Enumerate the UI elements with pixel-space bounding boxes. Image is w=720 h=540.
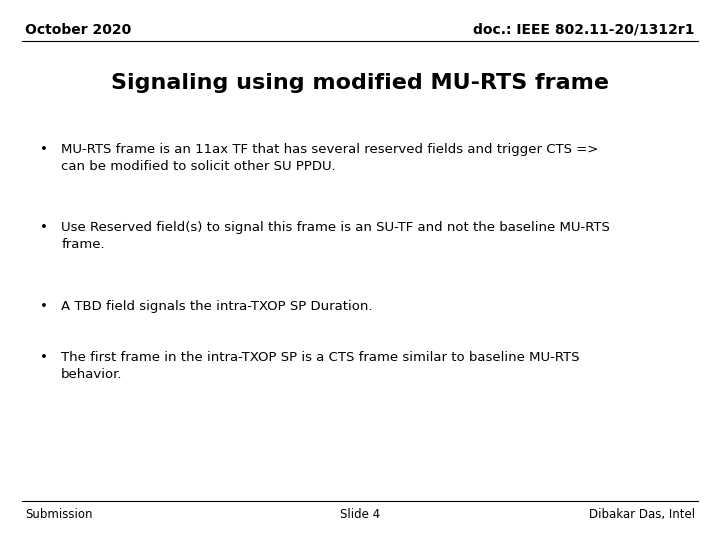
Text: doc.: IEEE 802.11-20/1312r1: doc.: IEEE 802.11-20/1312r1	[473, 23, 695, 37]
Text: The first frame in the intra-TXOP SP is a CTS frame similar to baseline MU-RTS
b: The first frame in the intra-TXOP SP is …	[61, 351, 580, 381]
Text: Signaling using modified MU-RTS frame: Signaling using modified MU-RTS frame	[111, 73, 609, 93]
Text: Slide 4: Slide 4	[340, 508, 380, 521]
Text: MU-RTS frame is an 11ax TF that has several reserved fields and trigger CTS =>
c: MU-RTS frame is an 11ax TF that has seve…	[61, 143, 598, 173]
Text: •: •	[40, 221, 48, 234]
Text: October 2020: October 2020	[25, 23, 132, 37]
Text: •: •	[40, 300, 48, 313]
Text: A TBD field signals the intra-TXOP SP Duration.: A TBD field signals the intra-TXOP SP Du…	[61, 300, 373, 313]
Text: •: •	[40, 351, 48, 364]
Text: Use Reserved field(s) to signal this frame is an SU-TF and not the baseline MU-R: Use Reserved field(s) to signal this fra…	[61, 221, 610, 251]
Text: Submission: Submission	[25, 508, 93, 521]
Text: •: •	[40, 143, 48, 156]
Text: Dibakar Das, Intel: Dibakar Das, Intel	[589, 508, 695, 521]
